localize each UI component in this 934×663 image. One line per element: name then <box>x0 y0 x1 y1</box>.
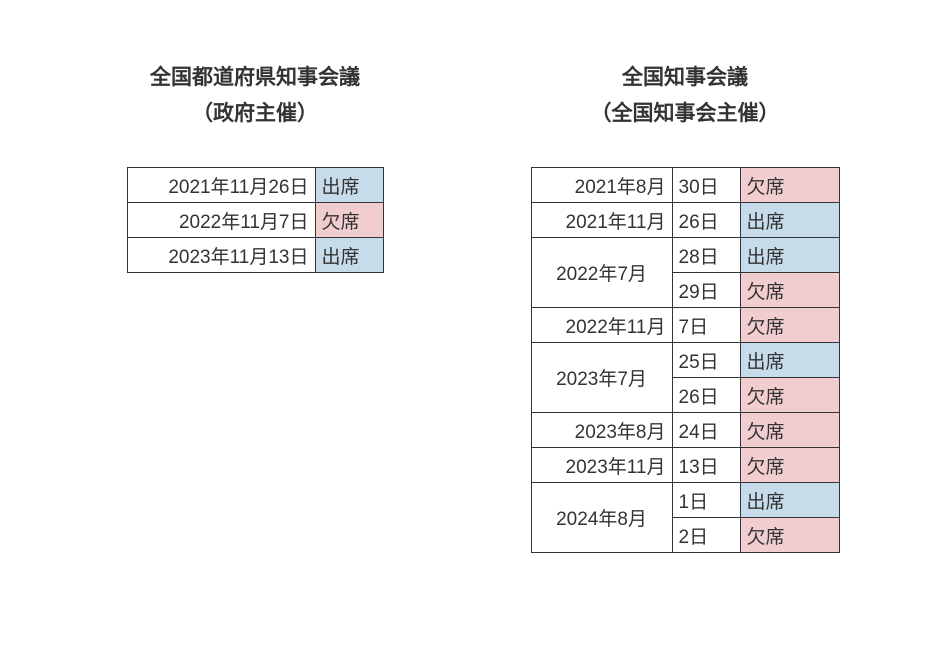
date-cell: 2023年11月13日 <box>127 238 315 273</box>
right-section: 全国知事会議 （全国知事会主催） 2021年8月 30日 欠席 2021年11月… <box>470 60 900 553</box>
day-cell: 2日 <box>672 518 740 553</box>
status-cell: 出席 <box>315 238 383 273</box>
status-cell: 欠席 <box>315 203 383 238</box>
table-row: 2021年11月 26日 出席 <box>531 203 839 238</box>
right-title-line1: 全国知事会議 <box>622 66 748 89</box>
left-section: 全国都道府県知事会議 （政府主催） 2021年11月26日 出席 2022年11… <box>40 60 470 553</box>
status-cell: 出席 <box>740 238 839 273</box>
day-cell: 24日 <box>672 413 740 448</box>
table-row: 2021年8月 30日 欠席 <box>531 168 839 203</box>
table-row: 2023年11月 13日 欠席 <box>531 448 839 483</box>
month-cell: 2023年8月 <box>531 413 672 448</box>
table-row: 2022年11月 7日 欠席 <box>531 308 839 343</box>
page-container: 全国都道府県知事会議 （政府主催） 2021年11月26日 出席 2022年11… <box>0 0 934 553</box>
month-cell: 2023年11月 <box>531 448 672 483</box>
table-row: 2023年8月 24日 欠席 <box>531 413 839 448</box>
status-cell: 出席 <box>315 168 383 203</box>
day-cell: 26日 <box>672 203 740 238</box>
right-title: 全国知事会議 （全国知事会主催） <box>591 60 780 131</box>
date-cell: 2022年11月7日 <box>127 203 315 238</box>
status-cell: 出席 <box>740 483 839 518</box>
day-cell: 7日 <box>672 308 740 343</box>
month-cell: 2022年7月 <box>531 238 672 308</box>
month-cell: 2022年11月 <box>531 308 672 343</box>
status-cell: 欠席 <box>740 168 839 203</box>
left-title-line1: 全国都道府県知事会議 <box>150 66 360 89</box>
month-cell: 2023年7月 <box>531 343 672 413</box>
right-table: 2021年8月 30日 欠席 2021年11月 26日 出席 2022年7月 2… <box>531 167 840 553</box>
status-cell: 欠席 <box>740 378 839 413</box>
month-cell: 2024年8月 <box>531 483 672 553</box>
left-table: 2021年11月26日 出席 2022年11月7日 欠席 2023年11月13日… <box>127 167 384 273</box>
day-cell: 29日 <box>672 273 740 308</box>
month-cell: 2021年11月 <box>531 203 672 238</box>
table-row: 2023年11月13日 出席 <box>127 238 383 273</box>
day-cell: 30日 <box>672 168 740 203</box>
left-title-line2: （政府主催） <box>192 102 318 125</box>
status-cell: 欠席 <box>740 413 839 448</box>
status-cell: 欠席 <box>740 273 839 308</box>
status-cell: 欠席 <box>740 448 839 483</box>
status-cell: 欠席 <box>740 308 839 343</box>
day-cell: 1日 <box>672 483 740 518</box>
day-cell: 25日 <box>672 343 740 378</box>
status-cell: 欠席 <box>740 518 839 553</box>
left-title: 全国都道府県知事会議 （政府主催） <box>150 60 360 131</box>
day-cell: 28日 <box>672 238 740 273</box>
table-row: 2022年11月7日 欠席 <box>127 203 383 238</box>
day-cell: 13日 <box>672 448 740 483</box>
month-cell: 2021年8月 <box>531 168 672 203</box>
date-cell: 2021年11月26日 <box>127 168 315 203</box>
status-cell: 出席 <box>740 343 839 378</box>
table-row: 2021年11月26日 出席 <box>127 168 383 203</box>
table-row: 2023年7月 25日 出席 <box>531 343 839 378</box>
table-row: 2024年8月 1日 出席 <box>531 483 839 518</box>
day-cell: 26日 <box>672 378 740 413</box>
table-row: 2022年7月 28日 出席 <box>531 238 839 273</box>
right-title-line2: （全国知事会主催） <box>591 102 780 125</box>
status-cell: 出席 <box>740 203 839 238</box>
